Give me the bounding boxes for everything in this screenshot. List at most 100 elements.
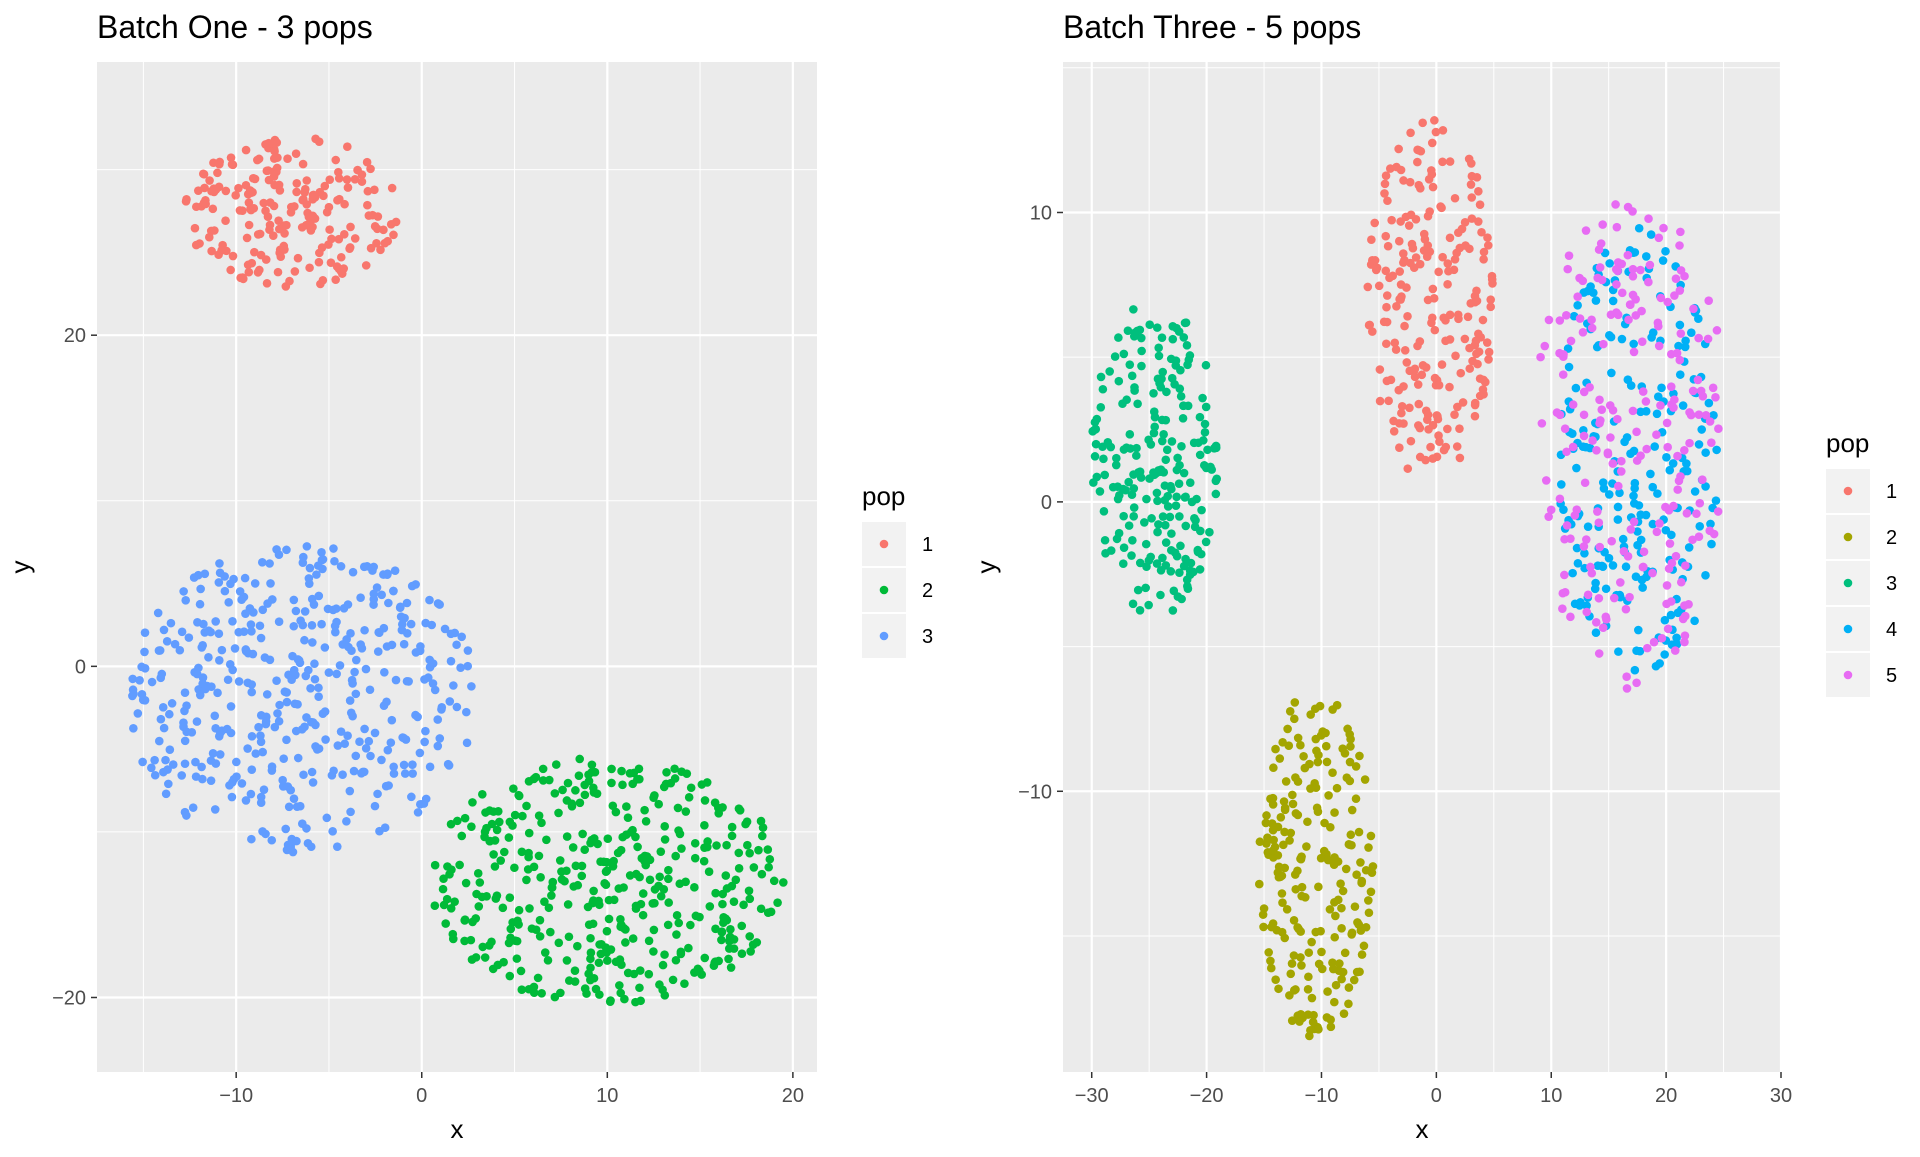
data-point (603, 834, 613, 844)
data-point (1470, 411, 1480, 421)
data-point (1397, 401, 1407, 411)
data-point (211, 617, 220, 626)
data-point (1445, 382, 1454, 392)
data-point (1371, 265, 1381, 275)
data-point (542, 835, 551, 845)
data-point (295, 801, 305, 811)
data-point (1686, 328, 1696, 338)
data-point (1125, 430, 1135, 439)
data-point (1399, 176, 1408, 185)
data-point (415, 646, 425, 656)
data-point (487, 819, 497, 829)
data-point (207, 246, 216, 256)
data-point (330, 556, 339, 566)
data-point (182, 811, 191, 820)
data-point (305, 263, 314, 273)
y-tick-label: −20 (52, 987, 86, 1009)
x-tick-label: 20 (782, 1085, 804, 1107)
data-point (1594, 593, 1604, 603)
data-point (204, 232, 214, 242)
data-point (369, 562, 378, 572)
data-point (1676, 329, 1686, 338)
data-point (1613, 310, 1623, 320)
data-point (1562, 447, 1571, 457)
x-tick-label: −20 (1190, 1085, 1224, 1107)
data-point (529, 982, 539, 992)
data-point (1306, 710, 1315, 719)
data-point (159, 723, 169, 733)
data-point (460, 813, 470, 823)
data-point (1297, 852, 1306, 861)
data-point (1310, 704, 1320, 714)
data-point (1572, 505, 1582, 515)
data-point (1698, 475, 1707, 485)
data-point (1152, 559, 1162, 568)
data-point (1349, 975, 1359, 985)
data-point (293, 753, 303, 763)
data-point (1099, 454, 1108, 464)
data-point (400, 769, 410, 778)
data-point (407, 792, 416, 802)
data-point (1367, 256, 1377, 265)
data-point (628, 779, 638, 789)
data-point (1690, 616, 1699, 626)
data-point (1172, 492, 1181, 502)
data-point (686, 783, 696, 793)
data-point (191, 757, 200, 767)
data-point (1625, 592, 1634, 602)
data-point (266, 579, 275, 588)
data-point (1382, 317, 1392, 327)
data-point (286, 208, 296, 217)
legend-label: 1 (922, 534, 933, 556)
data-point (197, 762, 206, 772)
data-point (161, 789, 171, 799)
data-point (1326, 822, 1335, 832)
data-point (1385, 273, 1394, 283)
data-point (462, 707, 471, 717)
data-point (1287, 1016, 1297, 1025)
data-point (1296, 953, 1305, 962)
data-point (247, 258, 257, 268)
data-point (737, 949, 747, 958)
data-point (1277, 889, 1287, 898)
data-point (756, 816, 766, 826)
data-point (261, 717, 271, 726)
data-point (241, 609, 250, 618)
data-point (1276, 812, 1286, 822)
data-point (1383, 241, 1393, 251)
data-point (1685, 438, 1694, 448)
data-point (1544, 512, 1553, 521)
data-point (1332, 783, 1342, 793)
data-point (1433, 414, 1443, 424)
data-point (1698, 391, 1708, 401)
data-point (623, 813, 633, 822)
data-point (589, 886, 598, 896)
y-tick-label: −10 (1018, 781, 1052, 803)
data-point (1335, 959, 1344, 968)
data-point (1452, 442, 1462, 451)
data-point (684, 943, 693, 953)
data-point (1211, 441, 1221, 451)
data-point (1328, 768, 1337, 778)
data-point (314, 683, 323, 693)
data-point (594, 958, 604, 968)
data-point (211, 759, 221, 768)
data-point (1159, 430, 1168, 439)
data-point (1419, 246, 1429, 255)
data-point (673, 803, 683, 813)
data-point (1176, 541, 1185, 551)
data-point (317, 243, 327, 252)
data-point (721, 914, 730, 923)
data-point (206, 776, 216, 785)
data-point (1656, 401, 1665, 410)
data-point (308, 211, 318, 221)
data-point (727, 881, 737, 891)
data-point (562, 956, 572, 965)
data-point (506, 924, 516, 934)
data-point (1165, 512, 1175, 522)
data-point (267, 762, 277, 771)
data-point (1091, 439, 1101, 449)
data-point (1366, 887, 1376, 897)
data-point (1598, 623, 1608, 632)
data-point (1460, 334, 1470, 344)
